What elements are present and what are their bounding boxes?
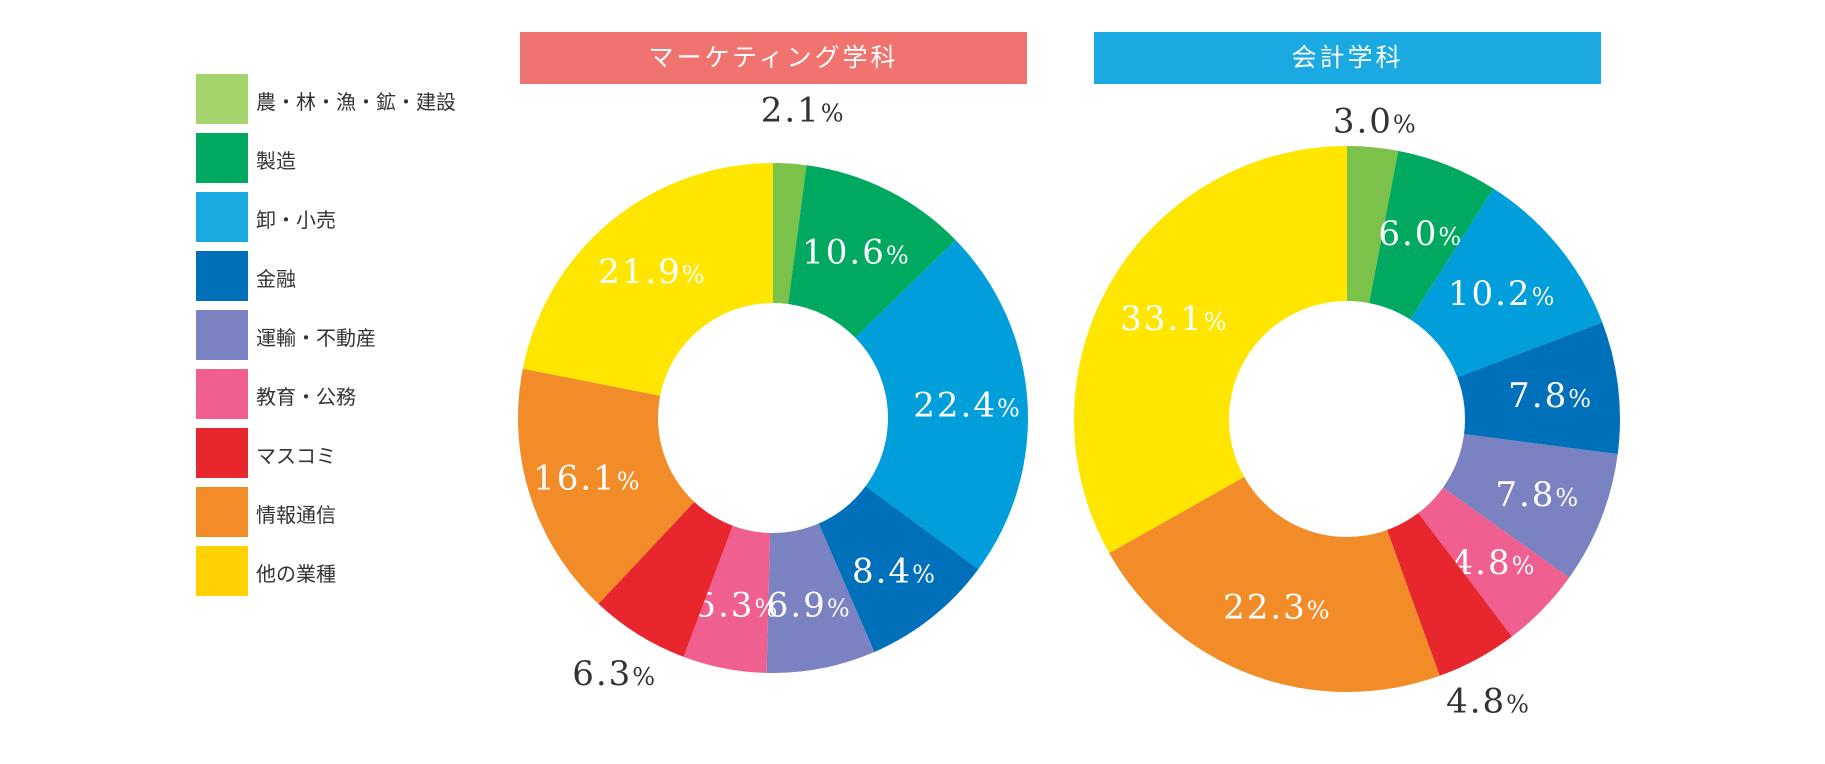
legend-label: 製造 xyxy=(256,149,296,173)
legend-swatch xyxy=(196,487,248,537)
donut-slice xyxy=(1369,150,1494,320)
legend-item-wholesale-retail: 卸・小売 xyxy=(196,192,496,244)
chart-title-marketing: マーケティング学科 xyxy=(520,32,1027,84)
slice-value-label: 33.1% xyxy=(1120,299,1229,339)
donut-slice xyxy=(855,239,1028,570)
donut-slice xyxy=(1418,487,1570,637)
donut-slice xyxy=(1457,322,1620,455)
legend-label: 教育・公務 xyxy=(256,385,356,409)
legend-item-other: 他の業種 xyxy=(196,546,496,598)
legend-item-finance: 金融 xyxy=(196,251,496,303)
donut-slice xyxy=(1347,146,1399,304)
donut-slice xyxy=(517,368,695,604)
donut-slice xyxy=(683,525,771,673)
slice-value-label: 7.8% xyxy=(1495,475,1580,515)
slice-value-label: 8.4% xyxy=(852,552,937,592)
slice-value-label: 3.0% xyxy=(1333,101,1418,141)
donut-slice xyxy=(818,486,979,653)
donut-chart-1: 3.0%6.0%10.2%7.8%7.8%4.8%4.8%22.3%33.1% xyxy=(1074,101,1620,721)
donut-slice xyxy=(773,163,807,304)
donut-slice xyxy=(766,523,875,673)
donut-chart-0: 2.1%10.6%22.4%8.4%6.9%5.3%6.3%16.1%21.9% xyxy=(517,90,1028,694)
legend-swatch xyxy=(196,133,248,183)
slice-value-label: 6.9% xyxy=(767,586,852,626)
chart-title-accounting: 会計学科 xyxy=(1094,32,1601,84)
legend-label: マスコミ xyxy=(256,444,336,468)
slice-value-label: 7.8% xyxy=(1508,376,1593,416)
slice-value-label: 22.4% xyxy=(913,386,1022,426)
slice-value-label: 4.8% xyxy=(1446,681,1531,721)
legend-label: 農・林・漁・鉱・建設 xyxy=(256,90,456,114)
donut-slice xyxy=(1387,513,1512,676)
legend-item-mass-media: マスコミ xyxy=(196,428,496,480)
legend-swatch xyxy=(196,369,248,419)
donut-slice xyxy=(788,165,956,338)
legend-label: 金融 xyxy=(256,267,296,291)
legend-item-it-telecom: 情報通信 xyxy=(196,487,496,539)
legend-label: 情報通信 xyxy=(256,503,336,527)
legend-item-manufacturing: 製造 xyxy=(196,133,496,185)
slice-value-label: 6.3% xyxy=(572,654,657,694)
legend-swatch xyxy=(196,428,248,478)
legend-label: 他の業種 xyxy=(256,562,336,586)
donut-slice xyxy=(1410,188,1603,378)
legend-swatch xyxy=(196,251,248,301)
slice-value-label: 10.2% xyxy=(1448,274,1557,314)
legend-label: 卸・小売 xyxy=(256,208,336,232)
legend-swatch xyxy=(196,546,248,596)
legend-item-transport-realestate: 運輸・不動産 xyxy=(196,310,496,362)
slice-value-label: 2.1% xyxy=(761,90,846,130)
slice-value-label: 6.0% xyxy=(1378,214,1463,254)
slice-value-label: 21.9% xyxy=(598,252,707,292)
slice-value-label: 22.3% xyxy=(1223,587,1332,627)
legend-item-agriculture: 農・林・漁・鉱・建設 xyxy=(196,74,496,126)
slice-value-label: 16.1% xyxy=(533,459,642,499)
legend-label: 運輸・不動産 xyxy=(256,326,376,350)
legend-item-education-public: 教育・公務 xyxy=(196,369,496,421)
legend-swatch xyxy=(196,310,248,360)
legend-swatch xyxy=(196,74,248,124)
donut-slice xyxy=(598,501,733,657)
donut-slice xyxy=(1109,476,1440,692)
slice-value-label: 10.6% xyxy=(802,233,911,273)
donut-slice xyxy=(1443,434,1618,578)
donut-slice xyxy=(522,163,773,396)
donut-slice xyxy=(1074,146,1347,554)
legend-swatch xyxy=(196,192,248,242)
